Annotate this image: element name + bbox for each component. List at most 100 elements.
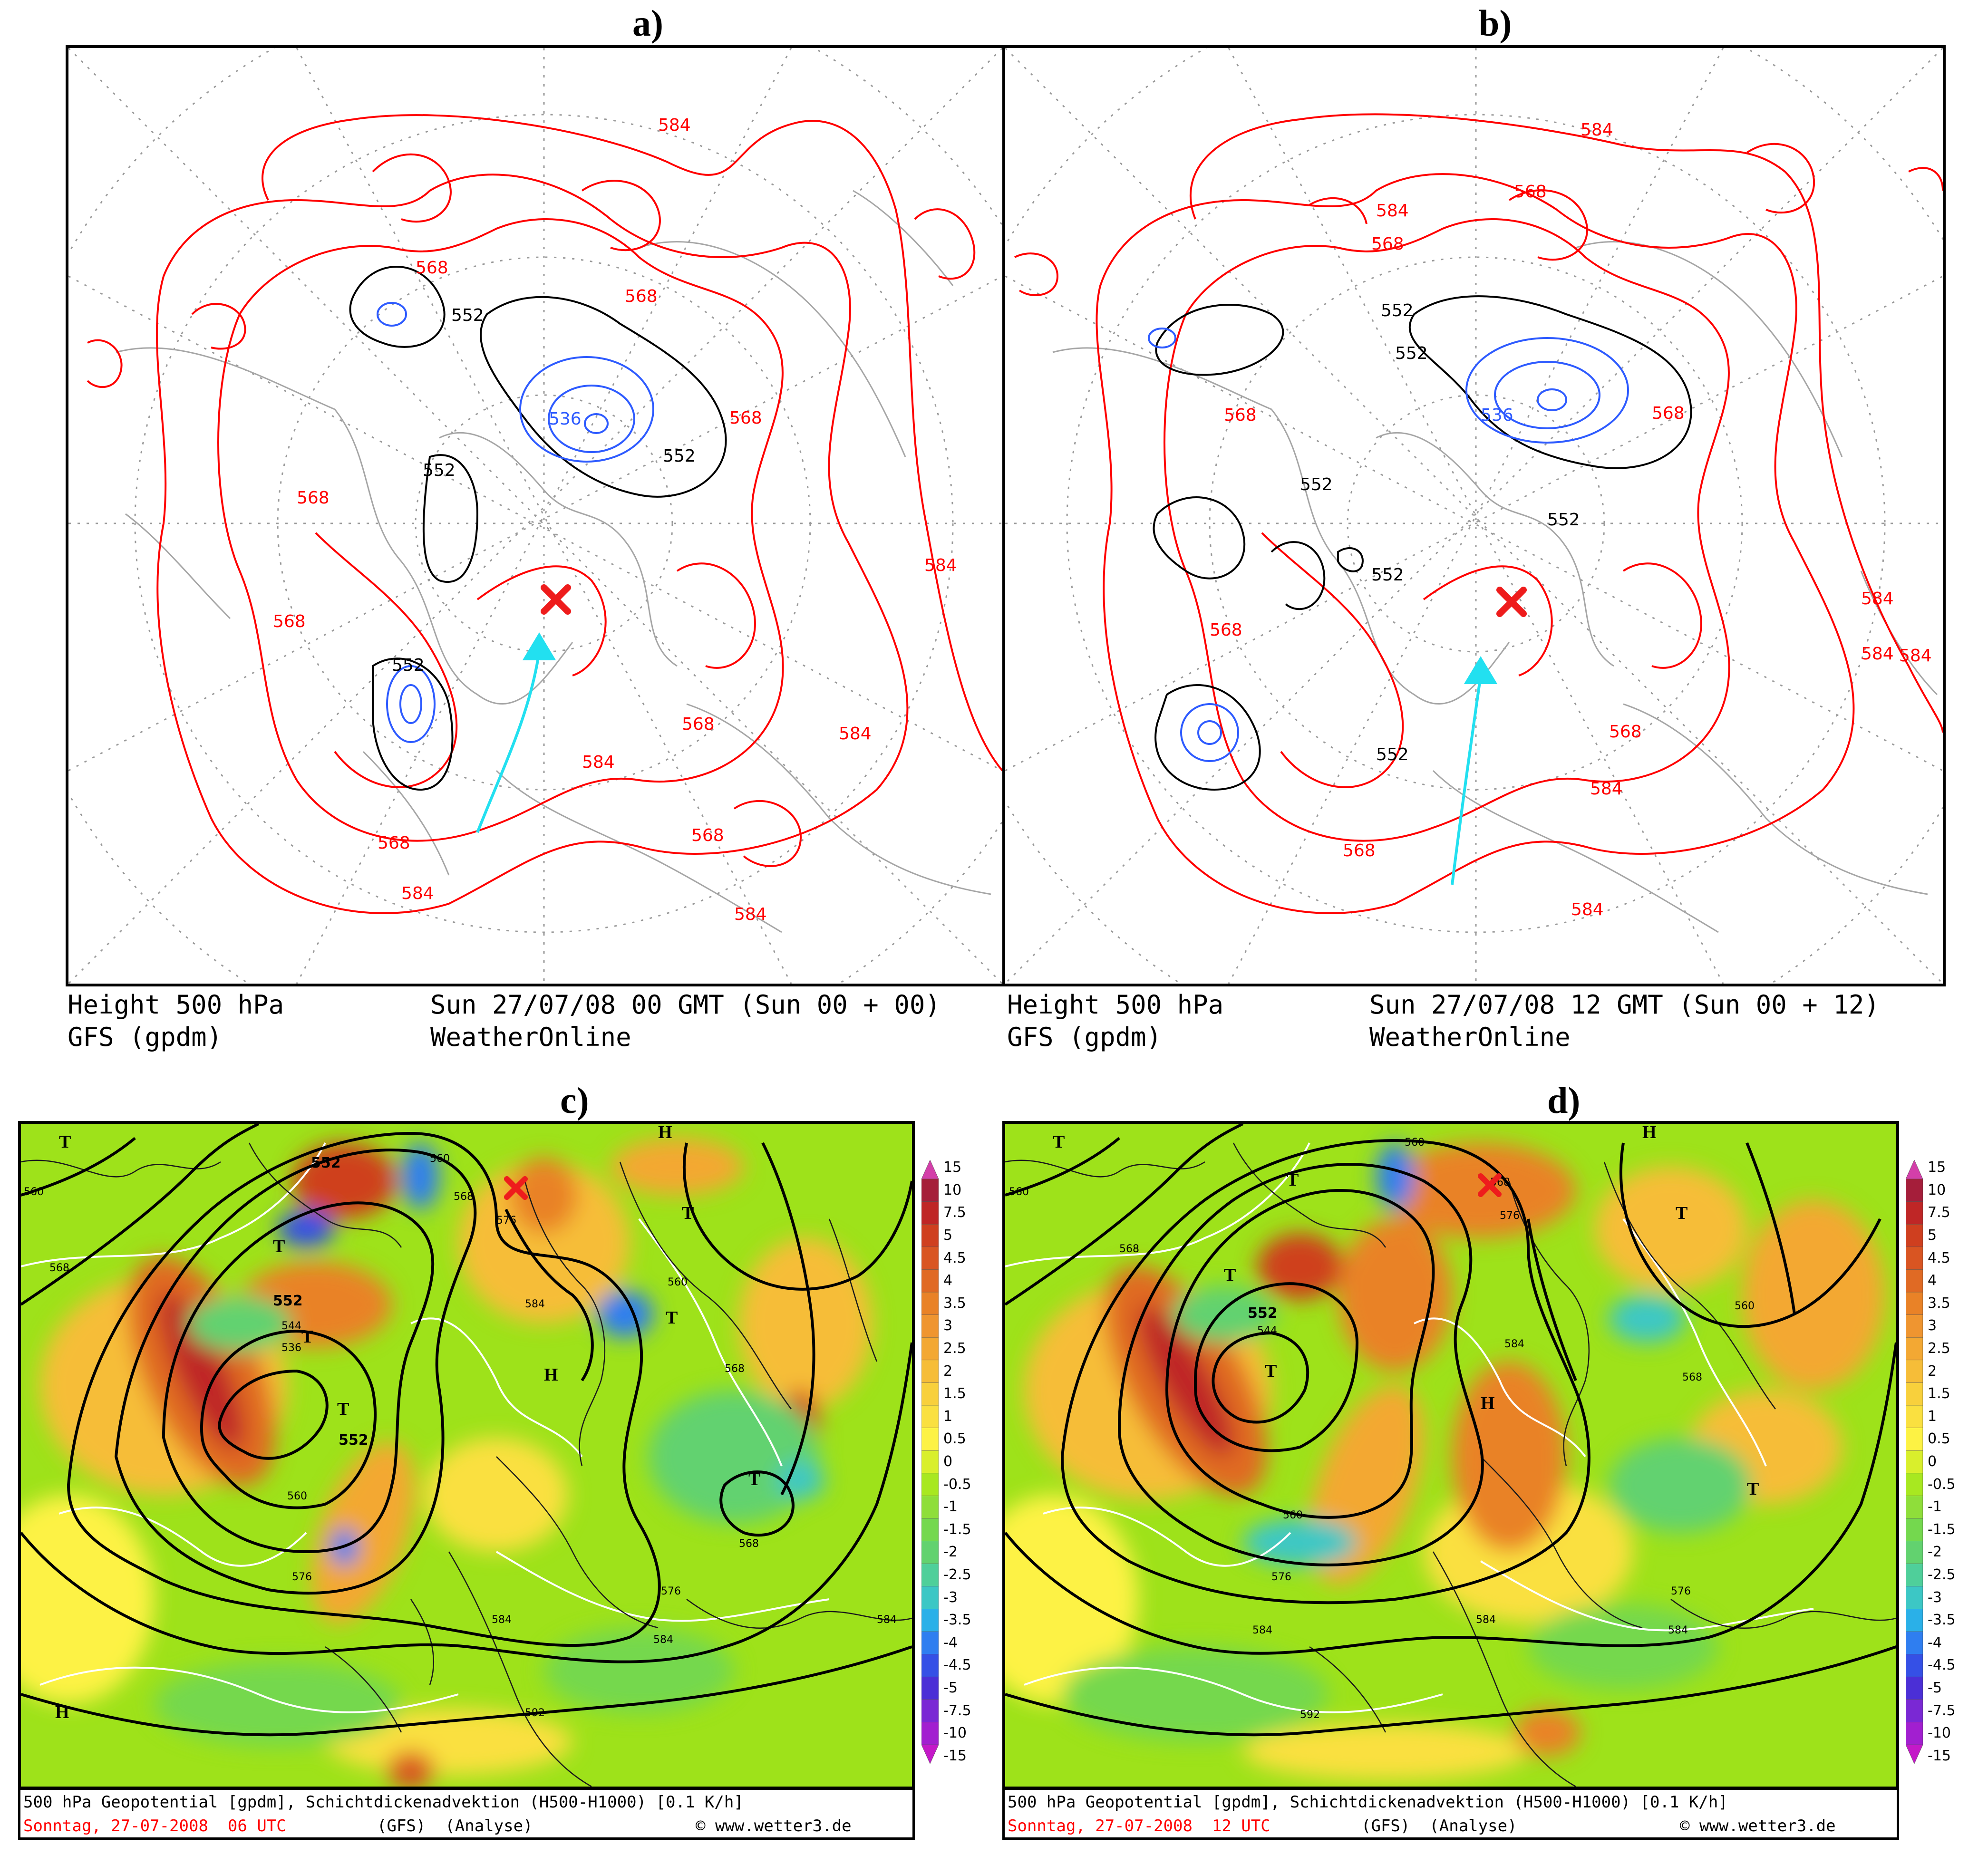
contour-label: 584 bbox=[582, 753, 615, 772]
colorbar-swatch bbox=[921, 1337, 939, 1361]
high-symbol: H bbox=[544, 1365, 558, 1385]
low-symbol: T bbox=[748, 1469, 760, 1489]
colorbar-tick-label: -5 bbox=[1928, 1680, 1942, 1696]
colorbar-tick-label: 7.5 bbox=[943, 1204, 966, 1221]
colorbar-tick-label: 2.5 bbox=[943, 1340, 966, 1357]
colorbar-swatch bbox=[921, 1496, 939, 1519]
colorbar-swatch bbox=[921, 1541, 939, 1564]
high-symbol: H bbox=[1642, 1124, 1657, 1142]
contour-label: 560 bbox=[1405, 1137, 1425, 1149]
contour-label: 568 bbox=[725, 1363, 745, 1375]
panel-c-letter: c) bbox=[560, 1080, 589, 1121]
contour-label: 584 bbox=[492, 1614, 512, 1626]
geopotential-contours bbox=[21, 1124, 912, 1737]
contour-label: 560 bbox=[1735, 1300, 1755, 1312]
colorbar-tick-label: -4 bbox=[943, 1634, 958, 1651]
panel-b-letter: b) bbox=[1479, 2, 1512, 44]
contour-label: 552 bbox=[451, 306, 484, 325]
colorbar-swatch bbox=[921, 1586, 939, 1610]
contour-label: 544 bbox=[1257, 1325, 1277, 1337]
panel-c-footer-date: Sonntag, 27-07-2008 06 UTC bbox=[23, 1816, 286, 1836]
colorbar-swatch bbox=[921, 1450, 939, 1474]
colorbar-tick-label: 4.5 bbox=[1928, 1249, 1950, 1266]
black-contours bbox=[349, 266, 727, 791]
panel-d-footer-model: (GFS) (Analyse) bbox=[1361, 1816, 1517, 1836]
colorbar-swatch bbox=[921, 1405, 939, 1429]
high-symbol: H bbox=[658, 1124, 672, 1142]
contour-label: 584 bbox=[1571, 900, 1604, 919]
panel-c-map: 560 568 552 552 544 536 552 560 560 568 … bbox=[18, 1121, 915, 1789]
low-symbol: T bbox=[1287, 1170, 1299, 1190]
colorbar-swatch bbox=[1905, 1360, 1923, 1383]
colorbar-tick-label: -3.5 bbox=[1928, 1612, 1956, 1629]
colorbar-swatch bbox=[1905, 1631, 1923, 1655]
contour-label: 568 bbox=[739, 1538, 759, 1550]
colorbar-tick-label: -2.5 bbox=[943, 1566, 971, 1583]
contour-label: 552 bbox=[663, 446, 696, 466]
contour-label: 552 bbox=[1395, 344, 1428, 363]
panel-c-footer: 500 hPa Geopotential [gpdm], Schichtdick… bbox=[18, 1787, 915, 1840]
low-symbol: T bbox=[1265, 1361, 1277, 1381]
panel-a-caption-source: WeatherOnline bbox=[430, 1022, 631, 1052]
low-symbol: T bbox=[337, 1399, 349, 1419]
colorbar-tick-label: -4 bbox=[1928, 1634, 1942, 1651]
panel-d-letter: d) bbox=[1547, 1080, 1581, 1121]
contour-label: 560 bbox=[1009, 1186, 1029, 1198]
colorbar-swatch bbox=[1905, 1609, 1923, 1632]
contour-label: 576 bbox=[292, 1571, 312, 1583]
contour-label: 552 bbox=[423, 461, 456, 480]
colorbar-swatch bbox=[1905, 1428, 1923, 1451]
contour-label: 584 bbox=[877, 1614, 897, 1626]
colorbar-tick-label: -15 bbox=[1928, 1747, 1951, 1764]
contour-label: 552 bbox=[1547, 510, 1580, 530]
colorbar-tick-label: 1.5 bbox=[1928, 1385, 1950, 1402]
contour-label: 576 bbox=[1500, 1210, 1520, 1222]
colorbar-tick-label: 1 bbox=[1928, 1408, 1937, 1425]
colorbar-swatch bbox=[1905, 1201, 1923, 1225]
contour-label: 584 bbox=[658, 116, 691, 135]
colorbar-swatch bbox=[1905, 1496, 1923, 1519]
colorbar-swatch bbox=[1905, 1292, 1923, 1315]
red-contours bbox=[87, 114, 1002, 914]
contour-label: 544 bbox=[281, 1320, 301, 1332]
contour-label: 568 bbox=[1609, 722, 1642, 742]
colorbar-swatch bbox=[921, 1428, 939, 1451]
contour-label: 584 bbox=[1668, 1624, 1688, 1636]
contour-label: 552 bbox=[311, 1155, 341, 1171]
panel-b-caption-source: WeatherOnline bbox=[1369, 1022, 1571, 1052]
contour-label: 568 bbox=[1652, 404, 1685, 423]
contour-label: 584 bbox=[924, 556, 957, 575]
contour-label: 576 bbox=[1671, 1585, 1691, 1597]
colorbar-swatch bbox=[1905, 1159, 1923, 1179]
colorbar-swatch bbox=[1905, 1586, 1923, 1610]
contour-label: 576 bbox=[661, 1585, 681, 1597]
panel-b-caption-model: GFS (gpdm) bbox=[1007, 1022, 1162, 1052]
colorbar-tick-label: -0.5 bbox=[1928, 1476, 1956, 1493]
colorbar-tick-label: -3 bbox=[1928, 1589, 1942, 1606]
contour-label: 568 bbox=[378, 833, 410, 853]
colorbar-swatch bbox=[1905, 1722, 1923, 1745]
panel-c-footer-model: (GFS) (Analyse) bbox=[377, 1816, 533, 1836]
contour-label: 552 bbox=[1371, 565, 1404, 585]
colorbar-tick-label: -10 bbox=[1928, 1725, 1951, 1742]
colorbar-tick-label: 1.5 bbox=[943, 1385, 966, 1402]
colorbar-tick-label: -0.5 bbox=[943, 1476, 971, 1493]
colorbar-swatch bbox=[921, 1609, 939, 1632]
coastlines bbox=[116, 190, 991, 933]
contour-label: 552 bbox=[273, 1293, 303, 1309]
contour-label: 584 bbox=[1252, 1624, 1272, 1636]
colorbar-tick-label: 0 bbox=[1928, 1453, 1937, 1470]
panel-d-footer-site-text: www.wetter3.de bbox=[1699, 1816, 1836, 1836]
blue-contours bbox=[377, 302, 654, 743]
colorbar-tick-label: 10 bbox=[943, 1181, 962, 1198]
contour-label: 576 bbox=[1271, 1571, 1291, 1583]
colorbar-swatch bbox=[921, 1179, 939, 1202]
panel-a-letter: a) bbox=[632, 2, 663, 44]
colorbar-tick-label: -2.5 bbox=[1928, 1566, 1956, 1583]
colorbar-swatch bbox=[921, 1224, 939, 1247]
colorbar-tick-label: -5 bbox=[943, 1680, 958, 1696]
low-symbol: T bbox=[682, 1203, 694, 1223]
contour-label: 576 bbox=[496, 1215, 516, 1227]
colorbar-swatch bbox=[921, 1269, 939, 1293]
contour-label: 584 bbox=[1376, 201, 1409, 221]
